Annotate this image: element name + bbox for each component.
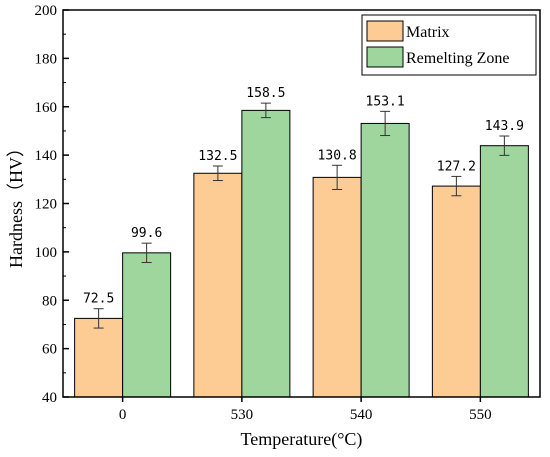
data-label-remelting-zone-540: 153.1: [366, 94, 405, 109]
error-bar-remelting-zone-530: [260, 102, 271, 119]
x-tick-label-550: 550: [469, 407, 492, 423]
error-bar-matrix-550: [451, 175, 462, 197]
legend: Matrix Remelting Zone: [361, 14, 537, 76]
data-label-remelting-zone-550: 143.9: [485, 119, 524, 134]
y-tick-label-160: 160: [35, 100, 58, 116]
y-tick-label-40: 40: [42, 390, 57, 406]
legend-label-remelting-zone: Remelting Zone: [406, 50, 510, 67]
y-tick-label-180: 180: [35, 51, 58, 67]
legend-label-matrix: Matrix: [406, 24, 450, 41]
bars-layer: [74, 102, 529, 398]
data-label-remelting-zone-530: 158.5: [246, 86, 285, 101]
error-bar-matrix-0: [93, 308, 104, 329]
x-tick-label-540: 540: [350, 407, 373, 423]
y-tick-label-120: 120: [35, 197, 58, 213]
error-bar-matrix-540: [332, 164, 343, 190]
legend-swatch-matrix: [366, 20, 404, 42]
error-bar-remelting-zone-0: [141, 242, 152, 264]
data-label-matrix-0: 72.5: [83, 292, 114, 307]
error-bar-remelting-zone-540: [380, 110, 391, 137]
y-axis-title: Hardness（HV）: [6, 139, 26, 268]
bar-matrix-540: [312, 176, 362, 398]
y-tick-label-200: 200: [35, 3, 58, 19]
error-bar-matrix-530: [212, 165, 223, 182]
x-tick-label-530: 530: [231, 407, 254, 423]
error-bar-remelting-zone-550: [499, 135, 510, 156]
bar-remelting-zone-530: [241, 109, 291, 398]
y-tick-label-60: 60: [42, 342, 57, 358]
data-label-matrix-530: 132.5: [198, 149, 237, 164]
data-labels-layer: 72.5 132.5 130.8 127.2 99.6 158.5 153.1 143.9: [83, 86, 524, 307]
data-label-remelting-zone-0: 99.6: [131, 226, 162, 241]
bar-matrix-530: [193, 172, 243, 398]
bar-remelting-zone-550: [479, 145, 529, 398]
bar-matrix-550: [431, 185, 481, 398]
y-tick-label-80: 80: [42, 293, 57, 309]
legend-swatch-remelting-zone: [366, 46, 404, 68]
y-tick-label-100: 100: [35, 245, 58, 261]
x-tick-label-0: 0: [119, 407, 127, 423]
x-axis-title: Temperature(°C): [241, 429, 363, 450]
bar-remelting-zone-540: [360, 122, 410, 398]
bar-remelting-zone-0: [122, 252, 172, 398]
y-tick-label-140: 140: [35, 148, 58, 164]
bar-matrix-0: [74, 317, 124, 398]
data-label-matrix-540: 130.8: [318, 148, 357, 163]
ticks-layer: 40 60 80 100 120 140 160 180 200 0 530 540 550: [35, 3, 492, 423]
data-label-matrix-550: 127.2: [437, 159, 476, 174]
